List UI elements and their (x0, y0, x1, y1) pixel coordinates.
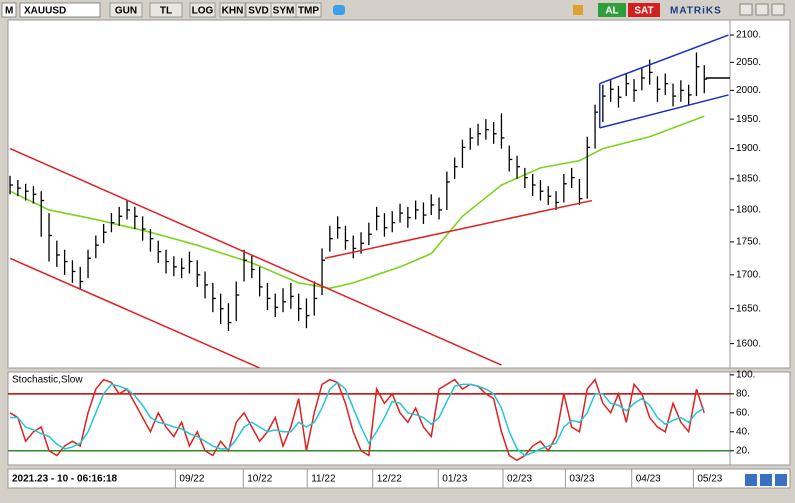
stochastic-line (10, 381, 705, 457)
twitter-icon[interactable] (333, 5, 345, 15)
window-button[interactable] (739, 3, 753, 16)
buy-button[interactable] (598, 3, 626, 17)
y-tick-label: 2050. (736, 57, 761, 68)
trendline (9, 257, 260, 368)
y-tick-label: 2000. (736, 85, 761, 96)
x-tick-label: 01/23 (442, 474, 467, 485)
buy-label: AL (605, 6, 618, 17)
price-panel (7, 19, 731, 369)
scroll-button[interactable] (775, 474, 787, 486)
y-tick-label: 40. (736, 426, 750, 437)
x-tick-label: 12/22 (377, 474, 402, 485)
toolbar-button[interactable] (189, 2, 216, 18)
x-tick-label: 10/22 (247, 474, 272, 485)
status-time: 2021.23 - 10 - 06:16:18 (12, 474, 118, 485)
symbol: XAUUSD (24, 6, 66, 17)
y-tick-label: 1950. (736, 114, 761, 125)
toolbar-button-label: KHN (222, 6, 244, 17)
stochastic-line (9, 378, 705, 462)
indicator-title: Stochastic,Slow (12, 375, 83, 386)
toolbar-button[interactable] (219, 2, 246, 18)
y-tick-label: 60. (736, 407, 750, 418)
y-tick-label: 80. (736, 388, 750, 399)
toolbar-button[interactable] (295, 2, 322, 18)
window-button[interactable] (771, 3, 785, 16)
toolbar-button-label: TL (160, 6, 172, 17)
y-tick-label: 100. (736, 369, 755, 380)
trendline (325, 199, 593, 259)
toolbar-button[interactable] (149, 2, 183, 18)
x-tick-label: 04/23 (636, 474, 661, 485)
scroll-button[interactable] (760, 474, 772, 486)
x-tick-label: 11/22 (311, 474, 336, 485)
toolbar-button-label: SVD (248, 6, 269, 17)
x-tick-label: 03/23 (569, 474, 594, 485)
window-button[interactable] (755, 3, 769, 16)
y-tick-label: 1850. (736, 174, 761, 185)
brand: MATRiKS (670, 6, 722, 17)
y-tick-label: 1700. (736, 269, 761, 280)
y-tick-label: 1600. (736, 338, 761, 349)
price-axis (729, 19, 791, 369)
time-axis (7, 468, 791, 489)
y-tick-label: 20. (736, 445, 750, 456)
y-tick-label: 2100. (736, 30, 761, 41)
toolbar-button-label: LOG (192, 6, 214, 17)
logo (1, 2, 17, 18)
y-tick-label: 1650. (736, 303, 761, 314)
moving-average (9, 115, 705, 290)
toolbar-button-label: TMP (298, 6, 319, 17)
icon[interactable] (573, 5, 583, 15)
sell-label: SAT (634, 6, 653, 17)
trendline (599, 34, 729, 85)
trendline (599, 94, 729, 129)
y-tick-label: 1800. (736, 205, 761, 216)
toolbar-button-label: GUN (115, 6, 137, 17)
stochastic-axis (729, 371, 791, 466)
logo-text: M (5, 6, 13, 17)
x-tick-label: 02/23 (507, 474, 532, 485)
scroll-button[interactable] (745, 474, 757, 486)
toolbar-button[interactable] (109, 2, 143, 18)
toolbar-button-label: SYM (273, 6, 295, 17)
x-tick-label: 09/22 (179, 474, 204, 485)
sell-button[interactable] (628, 3, 660, 17)
x-tick-label: 05/23 (697, 474, 722, 485)
symbol-box[interactable] (19, 2, 101, 18)
trendline (9, 147, 502, 366)
y-tick-label: 1900. (736, 143, 761, 154)
y-tick-label: 1750. (736, 237, 761, 248)
